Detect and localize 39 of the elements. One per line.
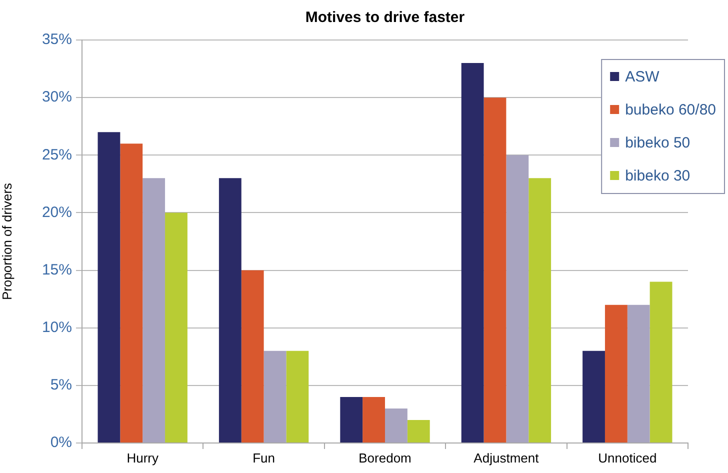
x-tick-label: Boredom <box>358 450 412 466</box>
bar <box>528 178 552 442</box>
y-axis-title: Proportion of drivers <box>0 182 14 300</box>
bar <box>165 212 188 442</box>
bar <box>218 178 242 442</box>
chart-title: Motives to drive faster <box>305 9 465 26</box>
y-tick-label: 25% <box>42 146 72 164</box>
bar <box>264 350 286 442</box>
legend-label: bibeko 30 <box>625 168 690 185</box>
bar <box>241 270 264 442</box>
legend-label: ASW <box>625 68 660 86</box>
bar <box>627 304 650 442</box>
bar <box>286 350 309 442</box>
y-tick-label: 0% <box>50 434 72 452</box>
y-tick-label: 10% <box>42 319 72 336</box>
y-tick-label: 20% <box>42 204 72 221</box>
y-tick-label: 30% <box>42 88 72 106</box>
legend-label: bubeko 60/80 <box>625 102 716 119</box>
bar <box>340 396 363 442</box>
bar <box>407 420 430 442</box>
bar <box>385 408 408 442</box>
x-tick-label: Fun <box>252 450 276 466</box>
bar <box>650 282 672 442</box>
bar <box>362 396 385 442</box>
x-tick-label: Unnoticed <box>598 450 657 466</box>
bar <box>461 63 484 442</box>
bar <box>582 350 605 442</box>
bar <box>604 304 628 442</box>
bar <box>484 98 506 442</box>
y-tick-label: 5% <box>50 376 72 394</box>
y-tick-label: 15% <box>42 261 72 278</box>
x-tick-label: Hurry <box>126 450 159 466</box>
bar <box>142 178 166 442</box>
bar <box>98 132 120 442</box>
legend-label: bibeko 50 <box>625 134 690 152</box>
y-tick-label: 35% <box>42 31 72 48</box>
x-tick-label: Adjustment <box>474 450 540 466</box>
bar <box>506 155 529 442</box>
bar <box>120 144 143 442</box>
